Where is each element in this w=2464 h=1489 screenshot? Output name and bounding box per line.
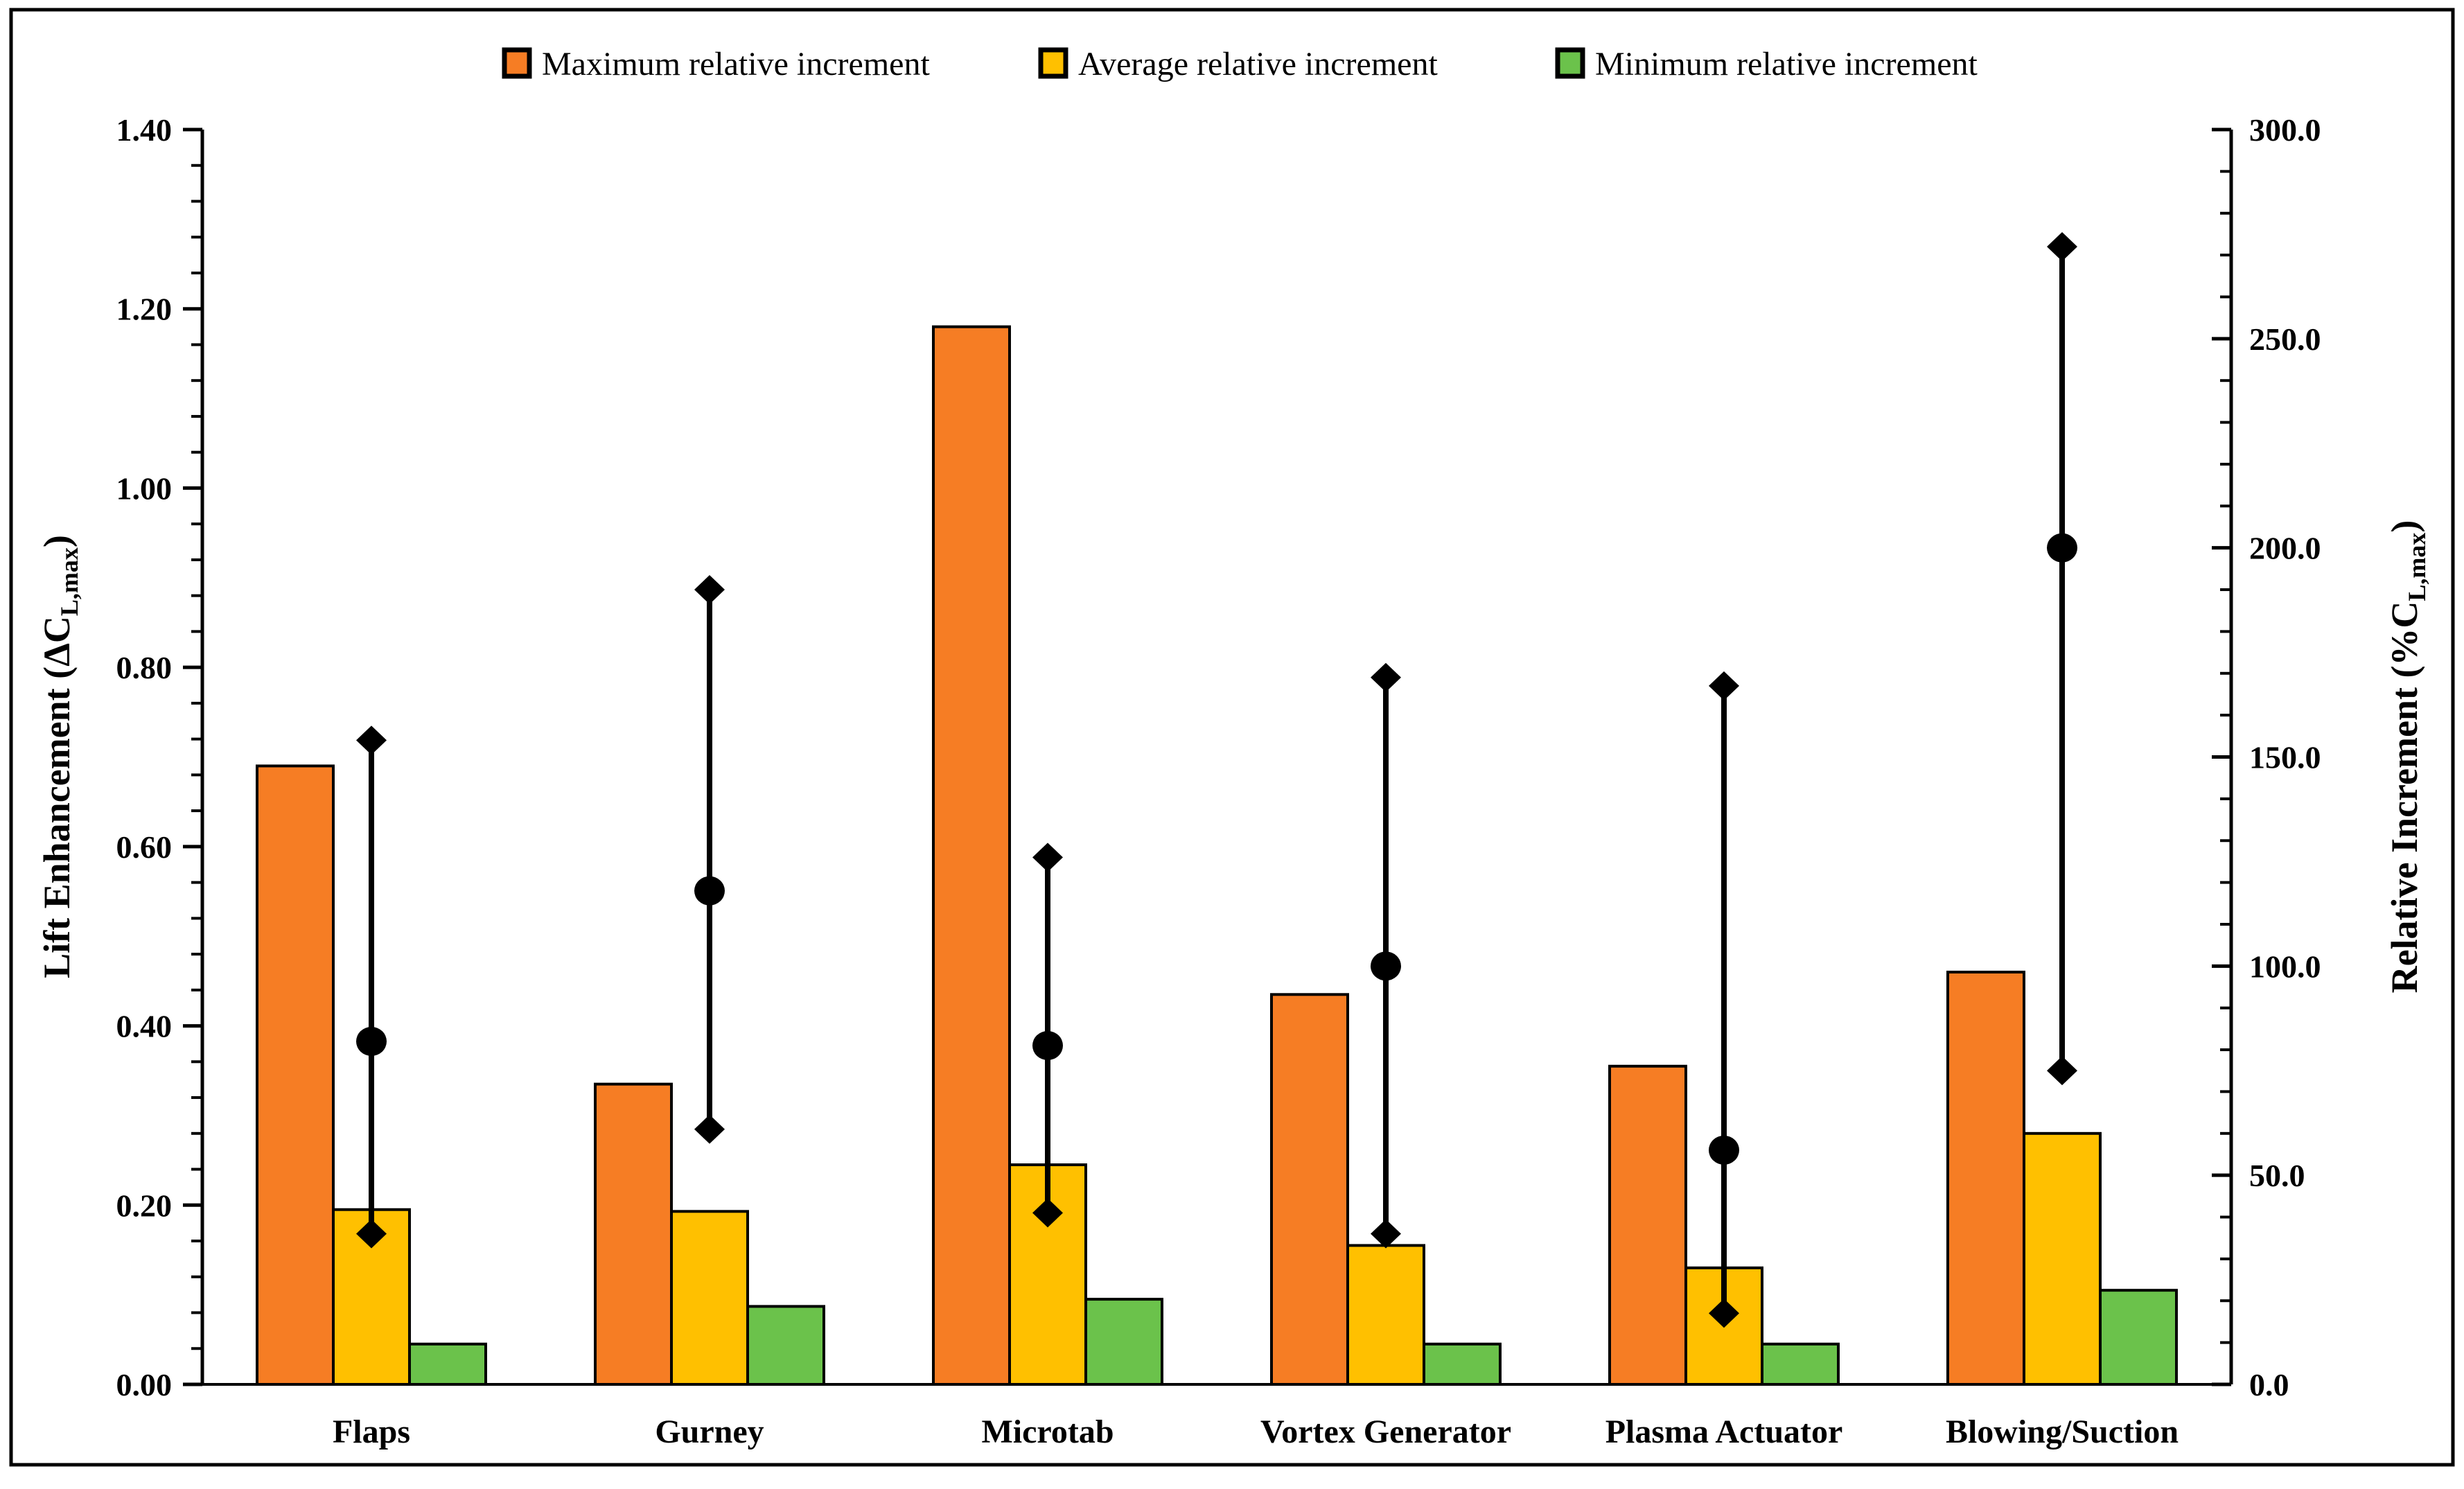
right-tick-label: 200.0	[2249, 531, 2321, 566]
min-diamond-marker	[694, 1114, 725, 1144]
left-tick-label: 0.20	[116, 1188, 173, 1223]
max-diamond-marker	[1709, 671, 1739, 701]
left-tick-label: 0.00	[116, 1367, 173, 1402]
bar-max-5	[1608, 1064, 1687, 1386]
bar-min-6	[2099, 1289, 2178, 1386]
legend-label-average: Average relative increment	[1078, 46, 1438, 82]
figure-border	[9, 8, 2455, 1467]
bar-avg-6	[2023, 1131, 2102, 1386]
avg-circle-marker	[1371, 951, 1401, 981]
right-tick-label: 250.0	[2249, 321, 2321, 357]
bar-max-3	[932, 325, 1011, 1386]
range-whisker-2	[694, 575, 725, 1144]
category-label-vortex-generator: Vortex Generator	[1260, 1413, 1511, 1450]
right-tick-label: 100.0	[2249, 949, 2321, 984]
legend-swatch-average	[1038, 47, 1068, 79]
left-tick-label: 1.40	[116, 112, 173, 148]
right-tick-label: 300.0	[2249, 112, 2321, 148]
min-diamond-marker	[356, 1219, 387, 1249]
bar-min-4	[1423, 1342, 1502, 1386]
legend-label-maximum: Maximum relative increment	[542, 46, 930, 82]
legend-item-average: Average relative increment	[1038, 46, 1438, 82]
max-diamond-marker	[1371, 662, 1401, 692]
category-labels: Flaps Gurney Microtab Vortex Generator P…	[333, 1413, 2179, 1450]
bar-min-1	[408, 1342, 487, 1386]
left-tick-label: 0.60	[116, 829, 173, 865]
bar-max-6	[1946, 970, 2025, 1386]
range-whisker-6	[2047, 232, 2077, 1086]
left-tick-label: 1.20	[116, 292, 173, 327]
bar-max-1	[256, 764, 335, 1386]
avg-circle-marker	[1709, 1135, 1739, 1165]
left-tick-label: 0.80	[116, 650, 173, 685]
legend-swatch-maximum	[502, 47, 532, 79]
left-axis-title: Lift Enhancement (ΔCL,max)	[36, 535, 83, 978]
bar-avg-4	[1346, 1244, 1425, 1386]
legend-swatch-minimum	[1555, 47, 1585, 79]
legend-item-maximum: Maximum relative increment	[502, 46, 930, 82]
axes-layer: 0.00 0.20 0.40 0.60 0.80 1.00 1.20 1.40 0.0 50.0 1…	[116, 112, 2321, 1402]
max-diamond-marker	[356, 725, 387, 755]
legend: Maximum relative increment Average relat…	[502, 46, 1978, 82]
range-whisker-4	[1371, 662, 1401, 1249]
avg-circle-marker	[2047, 533, 2077, 563]
left-tick-label: 1.00	[116, 470, 173, 506]
category-label-blowing-suction: Blowing/Suction	[1946, 1413, 2179, 1450]
left-tick-label: 0.40	[116, 1009, 173, 1044]
range-whisker-5	[1709, 671, 1739, 1328]
bar-avg-2	[670, 1210, 749, 1386]
category-label-gurney: Gurney	[655, 1413, 764, 1450]
avg-circle-marker	[694, 876, 725, 906]
avg-circle-marker	[356, 1026, 387, 1056]
right-tick-label: 150.0	[2249, 740, 2321, 775]
range-whisker-layer	[356, 232, 2077, 1328]
right-tick-label: 50.0	[2249, 1158, 2305, 1193]
min-diamond-marker	[1709, 1298, 1739, 1328]
range-whisker-3	[1032, 843, 1063, 1228]
max-diamond-marker	[2047, 232, 2077, 262]
min-diamond-marker	[1371, 1219, 1401, 1249]
max-diamond-marker	[1032, 843, 1063, 872]
category-label-flaps: Flaps	[333, 1413, 410, 1450]
bar-max-4	[1270, 993, 1349, 1386]
legend-label-minimum: Minimum relative increment	[1595, 46, 1978, 82]
legend-item-minimum: Minimum relative increment	[1555, 46, 1978, 82]
avg-circle-marker	[1032, 1031, 1063, 1061]
max-diamond-marker	[694, 575, 725, 605]
min-diamond-marker	[2047, 1056, 2077, 1086]
bar-min-5	[1761, 1342, 1840, 1386]
range-whisker-1	[356, 725, 387, 1249]
bar-min-3	[1084, 1298, 1163, 1386]
min-diamond-marker	[1032, 1198, 1063, 1228]
bars-layer	[256, 325, 2178, 1386]
category-label-microtab: Microtab	[981, 1413, 1114, 1450]
bar-min-2	[746, 1305, 825, 1386]
right-tick-label: 0.0	[2249, 1367, 2289, 1402]
bar-max-2	[594, 1082, 673, 1386]
category-label-plasma-actuator: Plasma Actuator	[1605, 1413, 1843, 1450]
right-axis-title: Relative Increment (%CL,max)	[2384, 520, 2431, 994]
